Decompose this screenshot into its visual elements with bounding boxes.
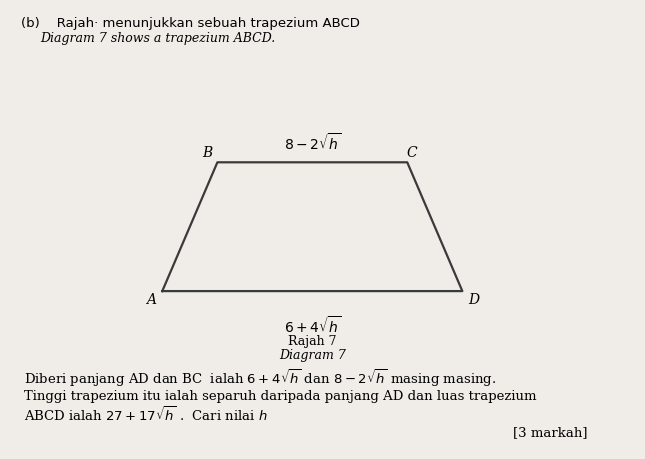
- Text: Diagram 7: Diagram 7: [279, 348, 346, 361]
- Text: D: D: [468, 292, 479, 306]
- Text: Tinggi trapezium itu ialah separuh daripada panjang AD dan luas trapezium: Tinggi trapezium itu ialah separuh darip…: [25, 389, 537, 402]
- Text: B: B: [202, 146, 212, 160]
- Text: Diagram 7 shows a trapezium ABCD.: Diagram 7 shows a trapezium ABCD.: [40, 32, 275, 45]
- Text: $6 + 4\sqrt{h}$: $6 + 4\sqrt{h}$: [284, 314, 341, 335]
- Text: (b)    Rajah· menunjukkan sebuah trapezium ABCD: (b) Rajah· menunjukkan sebuah trapezium …: [21, 17, 361, 30]
- Text: C: C: [407, 146, 417, 160]
- Text: Diberi panjang AD dan BC  ialah $6 + 4\sqrt{h}$ dan $8 - 2\sqrt{h}$ masing masin: Diberi panjang AD dan BC ialah $6 + 4\sq…: [25, 366, 497, 388]
- Text: $8 - 2\sqrt{h}$: $8 - 2\sqrt{h}$: [284, 132, 341, 152]
- Text: ABCD ialah $27 + 17\sqrt{h}$ .  Cari nilai $h$: ABCD ialah $27 + 17\sqrt{h}$ . Cari nila…: [25, 405, 268, 423]
- Text: [3 markah]: [3 markah]: [513, 425, 588, 438]
- Text: A: A: [146, 292, 156, 306]
- Text: Rajah 7: Rajah 7: [288, 334, 337, 347]
